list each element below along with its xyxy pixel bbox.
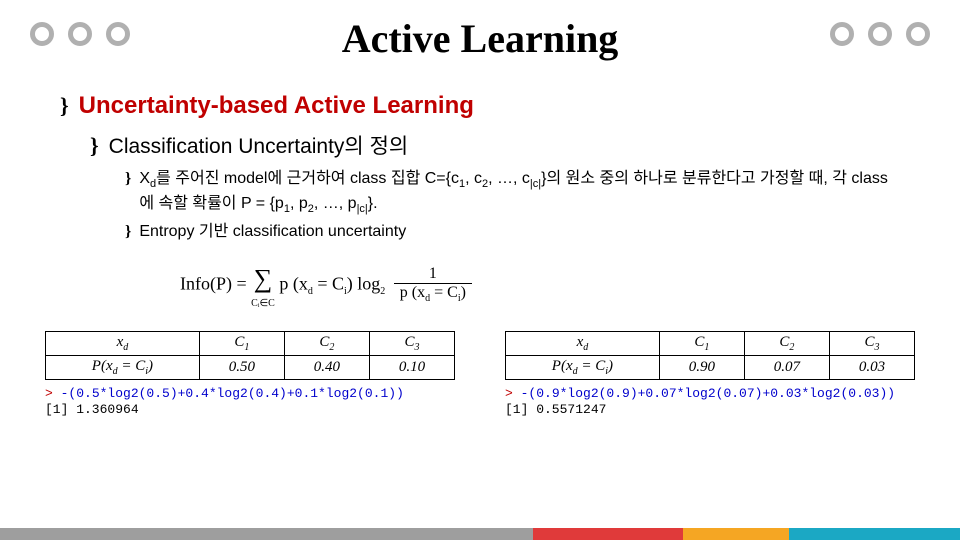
circle-icon: [868, 22, 892, 46]
table-cell: P(xd = Ci): [46, 355, 200, 379]
heading-1-text: Uncertainty-based Active Learning: [79, 92, 474, 120]
table-header: C3: [369, 331, 454, 355]
table-cell: 0.40: [284, 355, 369, 379]
table-cell: 0.03: [829, 355, 914, 379]
table-row: xd C1 C2 C3: [46, 331, 455, 355]
circle-icon: [30, 22, 54, 46]
code-input: -(0.9*log2(0.9)+0.07*log2(0.07)+0.03*log…: [521, 386, 895, 401]
footer-bar: [0, 528, 960, 540]
bullet-icon: }: [90, 135, 99, 157]
prompt-icon: >: [505, 386, 521, 401]
table-header: C2: [284, 331, 369, 355]
slide-title: Active Learning: [342, 15, 619, 62]
prompt-icon: >: [45, 386, 61, 401]
circle-icon: [906, 22, 930, 46]
bullet-icon: }: [125, 224, 131, 240]
bullet-icon: }: [125, 171, 131, 187]
table-header: xd: [46, 331, 200, 355]
footer-segment: [789, 528, 960, 540]
heading-level-2: } Classification Uncertainty의 정의: [90, 130, 900, 160]
slide-body: } Uncertainty-based Active Learning } Cl…: [0, 62, 960, 327]
circle-icon: [68, 22, 92, 46]
code-block-1: > -(0.5*log2(0.5)+0.4*log2(0.4)+0.1*log2…: [45, 386, 455, 420]
heading-2-text: Classification Uncertainty의 정의: [109, 130, 409, 160]
footer-segment: [533, 528, 682, 540]
bullet-icon: }: [60, 95, 69, 117]
table-header: C1: [199, 331, 284, 355]
bullet-1-text: Xd를 주어진 model에 근거하여 class 집합 C={c1, c2, …: [139, 168, 900, 217]
code-block-2: > -(0.9*log2(0.9)+0.07*log2(0.07)+0.03*l…: [505, 386, 915, 420]
code-input: -(0.5*log2(0.5)+0.4*log2(0.4)+0.1*log2(0…: [61, 386, 404, 401]
decorative-circles-right: [830, 22, 930, 46]
code-output: [1] 0.5571247: [505, 402, 915, 419]
decorative-circles-left: [30, 22, 130, 46]
tables-container: xd C1 C2 C3 P(xd = Ci) 0.50 0.40 0.10 xd…: [0, 331, 960, 380]
table-row: xd C1 C2 C3: [506, 331, 915, 355]
circle-icon: [106, 22, 130, 46]
table-cell: 0.07: [744, 355, 829, 379]
table-header: C1: [659, 331, 744, 355]
heading-level-1: } Uncertainty-based Active Learning: [60, 92, 900, 120]
table-row: P(xd = Ci) 0.90 0.07 0.03: [506, 355, 915, 379]
code-output: [1] 1.360964: [45, 402, 455, 419]
bullet-item-2: } Entropy 기반 classification uncertainty: [125, 221, 900, 243]
table-header: C2: [744, 331, 829, 355]
table-header: C3: [829, 331, 914, 355]
table-cell: 0.50: [199, 355, 284, 379]
slide-header: Active Learning: [0, 0, 960, 62]
footer-segment: [0, 528, 533, 540]
table-cell: 0.10: [369, 355, 454, 379]
circle-icon: [830, 22, 854, 46]
table-header: xd: [506, 331, 660, 355]
example-table-2: xd C1 C2 C3 P(xd = Ci) 0.90 0.07 0.03: [505, 331, 915, 380]
table-cell: 0.90: [659, 355, 744, 379]
bullet-item-1: } Xd를 주어진 model에 근거하여 class 집합 C={c1, c2…: [125, 168, 900, 217]
bullet-2-text: Entropy 기반 classification uncertainty: [139, 221, 406, 243]
code-examples: > -(0.5*log2(0.5)+0.4*log2(0.4)+0.1*log2…: [0, 380, 960, 420]
example-table-1: xd C1 C2 C3 P(xd = Ci) 0.50 0.40 0.10: [45, 331, 455, 380]
footer-segment: [683, 528, 790, 540]
table-cell: P(xd = Ci): [506, 355, 660, 379]
entropy-formula: Info(P) = ∑ Cᵢ∈C p (xd = Ci) log2 1 p (x…: [170, 256, 482, 315]
table-row: P(xd = Ci) 0.50 0.40 0.10: [46, 355, 455, 379]
